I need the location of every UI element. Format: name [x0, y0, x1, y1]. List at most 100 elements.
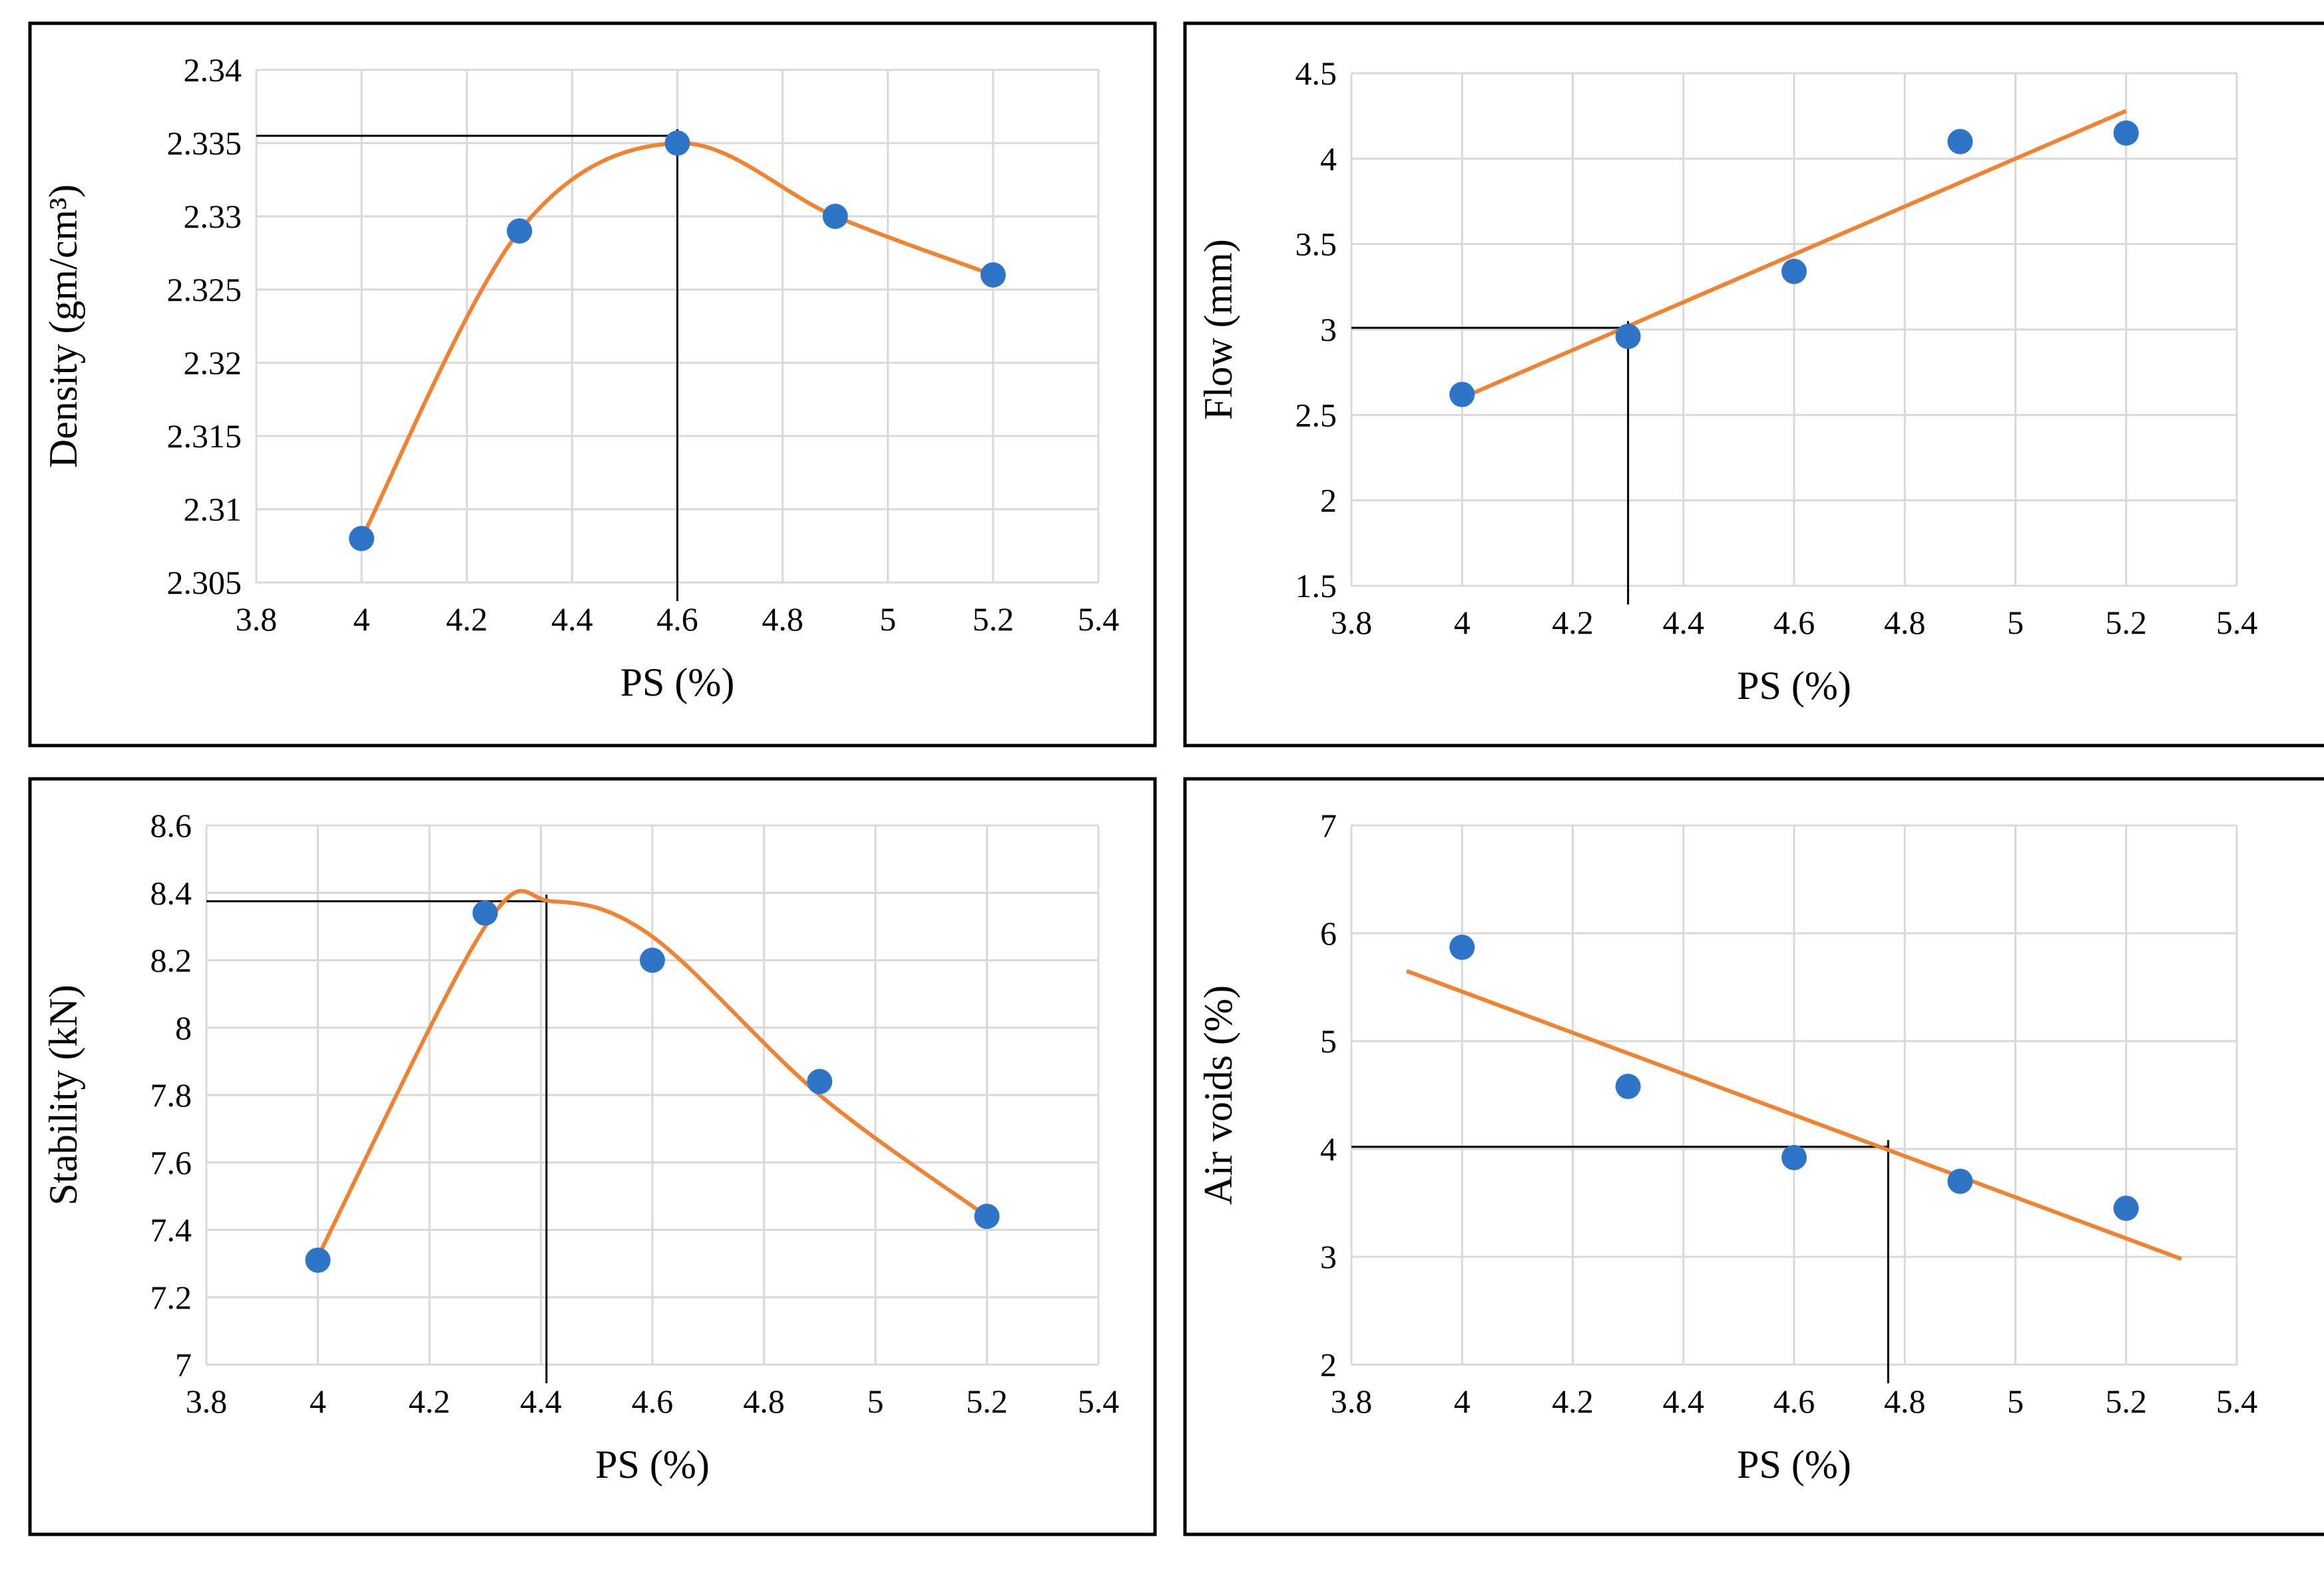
density-y-tick-label: 2.32 [184, 344, 242, 381]
density-x-axis-label: PS (%) [620, 660, 735, 704]
air-voids-x-tick-label: 5.2 [2106, 1383, 2148, 1420]
stability-data-point [305, 1247, 331, 1273]
stability-x-tick-label: 5.4 [1078, 1383, 1120, 1420]
density-y-tick-label: 2.31 [184, 491, 242, 528]
flow-x-tick-label: 5 [2007, 604, 2024, 641]
stability-y-tick-label: 7 [175, 1346, 192, 1383]
stability-fit-line [316, 889, 989, 1258]
stability-y-axis-label: Stability (kN) [41, 985, 85, 1206]
air-voids-x-tick-label: 5 [2007, 1383, 2024, 1420]
density-y-tick-label: 2.33 [184, 198, 242, 235]
air-voids-x-axis-label: PS (%) [1737, 1443, 1851, 1486]
stability-x-tick-label: 4.6 [632, 1383, 674, 1420]
density-x-tick-label: 4 [353, 600, 370, 638]
density-y-axis-label: Density (gm/cm³) [41, 184, 85, 468]
stability-y-tick-label: 7.2 [150, 1279, 192, 1316]
flow-x-tick-label: 5.4 [2216, 604, 2258, 641]
flow-y-tick-label: 1.5 [1295, 567, 1337, 604]
air-voids-data-point [1781, 1144, 1807, 1170]
density-y-tick-label: 2.34 [184, 51, 242, 89]
flow-y-tick-label: 2.5 [1295, 396, 1337, 433]
flow-data-point [1449, 381, 1475, 407]
stability-data-point [807, 1068, 833, 1094]
density-y-tick-label: 2.305 [167, 564, 242, 601]
flow-x-tick-label: 4 [1454, 604, 1471, 641]
density-data-point [349, 526, 375, 551]
stability-x-tick-label: 5.2 [966, 1383, 1008, 1420]
stability-data-point [640, 947, 665, 973]
stability-x-tick-label: 4 [310, 1383, 326, 1420]
stability-data-point [974, 1204, 1000, 1230]
flow-data-point [2113, 120, 2139, 146]
density-x-tick-label: 4.8 [762, 600, 804, 638]
air-voids-y-tick-label: 3 [1320, 1238, 1337, 1275]
air-voids-x-tick-label: 4.4 [1663, 1383, 1705, 1420]
stability-y-tick-label: 7.4 [150, 1212, 192, 1249]
stability-chart-panel: 3.8 4 4.2 4.4 4.6 4.8 5 5.2 5.4 7 7.2 7.4 7.6 7.8 8 8.2… [28, 777, 1157, 1536]
density-y-tick-label: 2.315 [167, 417, 242, 455]
air-voids-y-tick-label: 6 [1320, 915, 1337, 952]
air-voids-data-point [2113, 1196, 2139, 1222]
density-x-tick-label: 4.6 [656, 600, 698, 638]
density-x-tick-label: 3.8 [236, 600, 278, 638]
air-voids-panel-frame [1183, 777, 2324, 1536]
density-y-tick-label: 2.335 [167, 124, 242, 162]
air-voids-data-point [1449, 935, 1475, 961]
flow-chart-panel: 3.8 4 4.2 4.4 4.6 4.8 5 5.2 5.4 1.5 2 2.5 3 3.5 4 4.5 PS… [1183, 21, 2324, 748]
flow-x-tick-label: 5.2 [2106, 604, 2148, 641]
stability-x-tick-label: 5 [867, 1383, 884, 1420]
flow-x-tick-label: 4.8 [1884, 604, 1926, 641]
density-fit-line [359, 140, 994, 540]
stability-x-axis-label: PS (%) [595, 1443, 710, 1486]
flow-x-tick-label: 3.8 [1331, 604, 1373, 641]
flow-x-tick-label: 4.4 [1663, 604, 1705, 641]
flow-x-axis-label: PS (%) [1737, 664, 1851, 708]
air-voids-y-tick-label: 4 [1320, 1130, 1337, 1168]
stability-y-tick-label: 8.4 [150, 874, 192, 911]
air-voids-x-tick-label: 4.8 [1884, 1383, 1926, 1420]
stability-x-tick-label: 3.8 [186, 1383, 228, 1420]
density-data-point [664, 130, 690, 156]
stability-y-tick-label: 8.2 [150, 942, 192, 979]
flow-panel-frame [1183, 21, 2324, 748]
stability-y-tick-label: 7.6 [150, 1144, 192, 1181]
air-voids-y-tick-label: 2 [1320, 1346, 1337, 1383]
flow-x-tick-label: 4.6 [1773, 604, 1815, 641]
density-y-tick-label: 2.325 [167, 271, 242, 308]
air-voids-x-tick-label: 4.6 [1773, 1383, 1815, 1420]
flow-y-tick-label: 2 [1320, 482, 1337, 519]
flow-x-tick-label: 4.2 [1552, 604, 1594, 641]
air-voids-x-tick-label: 4.2 [1552, 1383, 1594, 1420]
stability-x-tick-label: 4.8 [743, 1383, 785, 1420]
density-x-tick-label: 4.2 [446, 600, 488, 638]
stability-y-tick-label: 7.8 [150, 1076, 192, 1114]
flow-y-axis-label: Flow (mm) [1196, 239, 1240, 420]
stability-x-tick-label: 4.4 [520, 1383, 562, 1420]
flow-y-tick-label: 4.5 [1295, 55, 1337, 92]
density-x-tick-label: 5.4 [1078, 600, 1120, 638]
flow-y-tick-label: 3.5 [1295, 226, 1337, 263]
stability-x-tick-label: 4.2 [409, 1383, 451, 1420]
air-voids-y-tick-label: 5 [1320, 1022, 1337, 1060]
density-chart-panel: 3.8 4 4.2 4.4 4.6 4.8 5 5.2 5.4 2.305 2.31 2.315 2.3… [28, 21, 1157, 748]
density-data-point [822, 204, 848, 229]
air-voids-x-tick-label: 5.4 [2216, 1383, 2258, 1420]
density-x-tick-label: 5.2 [973, 600, 1015, 638]
air-voids-x-tick-label: 3.8 [1331, 1383, 1373, 1420]
density-data-point [507, 218, 533, 244]
flow-y-tick-label: 3 [1320, 311, 1337, 348]
flow-data-point [1615, 324, 1641, 349]
flow-y-tick-label: 4 [1320, 140, 1337, 177]
air-voids-y-tick-label: 7 [1320, 807, 1337, 844]
density-x-tick-label: 4.4 [551, 600, 593, 638]
flow-data-point [1781, 258, 1807, 284]
air-voids-data-point [1947, 1168, 1973, 1194]
air-voids-chart-panel: 3.8 4 4.2 4.4 4.6 4.8 5 5.2 5.4 2 3 4 5 6 7 PS (%) Air v… [1183, 777, 2324, 1536]
flow-fit-line [1461, 109, 2127, 400]
air-voids-x-tick-label: 4 [1454, 1383, 1471, 1420]
stability-data-point [472, 900, 498, 926]
air-voids-y-axis-label: Air voids (%) [1196, 985, 1240, 1205]
air-voids-data-point [1615, 1074, 1641, 1100]
air-voids-fit-line [1406, 969, 2182, 1261]
